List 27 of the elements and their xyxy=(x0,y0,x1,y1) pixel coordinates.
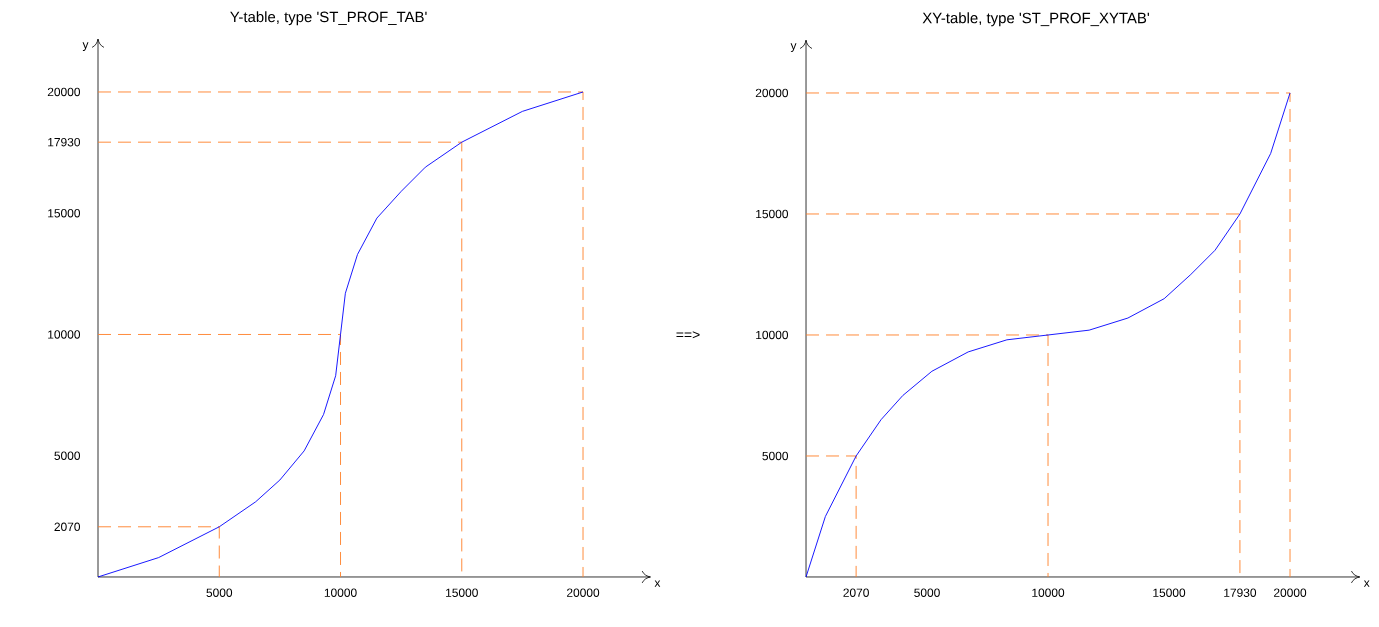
y-axis-title: y xyxy=(82,42,89,51)
chart-title: XY-table, type 'ST_PROF_XYTAB' xyxy=(922,12,1149,27)
y-tick-label: 15000 xyxy=(756,209,789,219)
x-tick-label: 20000 xyxy=(566,588,600,597)
y-tick-label: 20000 xyxy=(755,88,789,98)
x-tick-label: 17930 xyxy=(1224,588,1257,597)
x-tick-label: 2070 xyxy=(843,588,869,597)
y-tick-label: 5000 xyxy=(762,451,789,461)
y-tick-label: 17930 xyxy=(48,137,81,147)
y-tick-label: 5000 xyxy=(54,451,81,460)
x-tick-label: 5000 xyxy=(206,588,233,597)
x-tick-label: 5000 xyxy=(914,588,940,597)
y-tick-label: 10000 xyxy=(756,330,789,340)
y-tick-label: 20000 xyxy=(47,87,81,97)
x-tick-label: 15000 xyxy=(1153,588,1186,597)
y-axis-title: y xyxy=(790,43,797,53)
x-tick-label: 20000 xyxy=(1273,588,1307,597)
y-tick-label: 10000 xyxy=(48,330,81,339)
text: ==> xyxy=(676,331,700,339)
x-tick-label: 15000 xyxy=(446,588,478,597)
x-tick-label: 10000 xyxy=(324,588,357,597)
y-tick-label: 2070 xyxy=(54,522,81,532)
x-axis-title: x xyxy=(654,580,661,587)
y-tick-label: 15000 xyxy=(48,209,81,218)
chart-title: Y-table, type 'ST_PROF_TAB' xyxy=(230,11,427,26)
x-tick-label: 10000 xyxy=(1032,588,1065,597)
x-axis-title: x xyxy=(1363,580,1370,587)
